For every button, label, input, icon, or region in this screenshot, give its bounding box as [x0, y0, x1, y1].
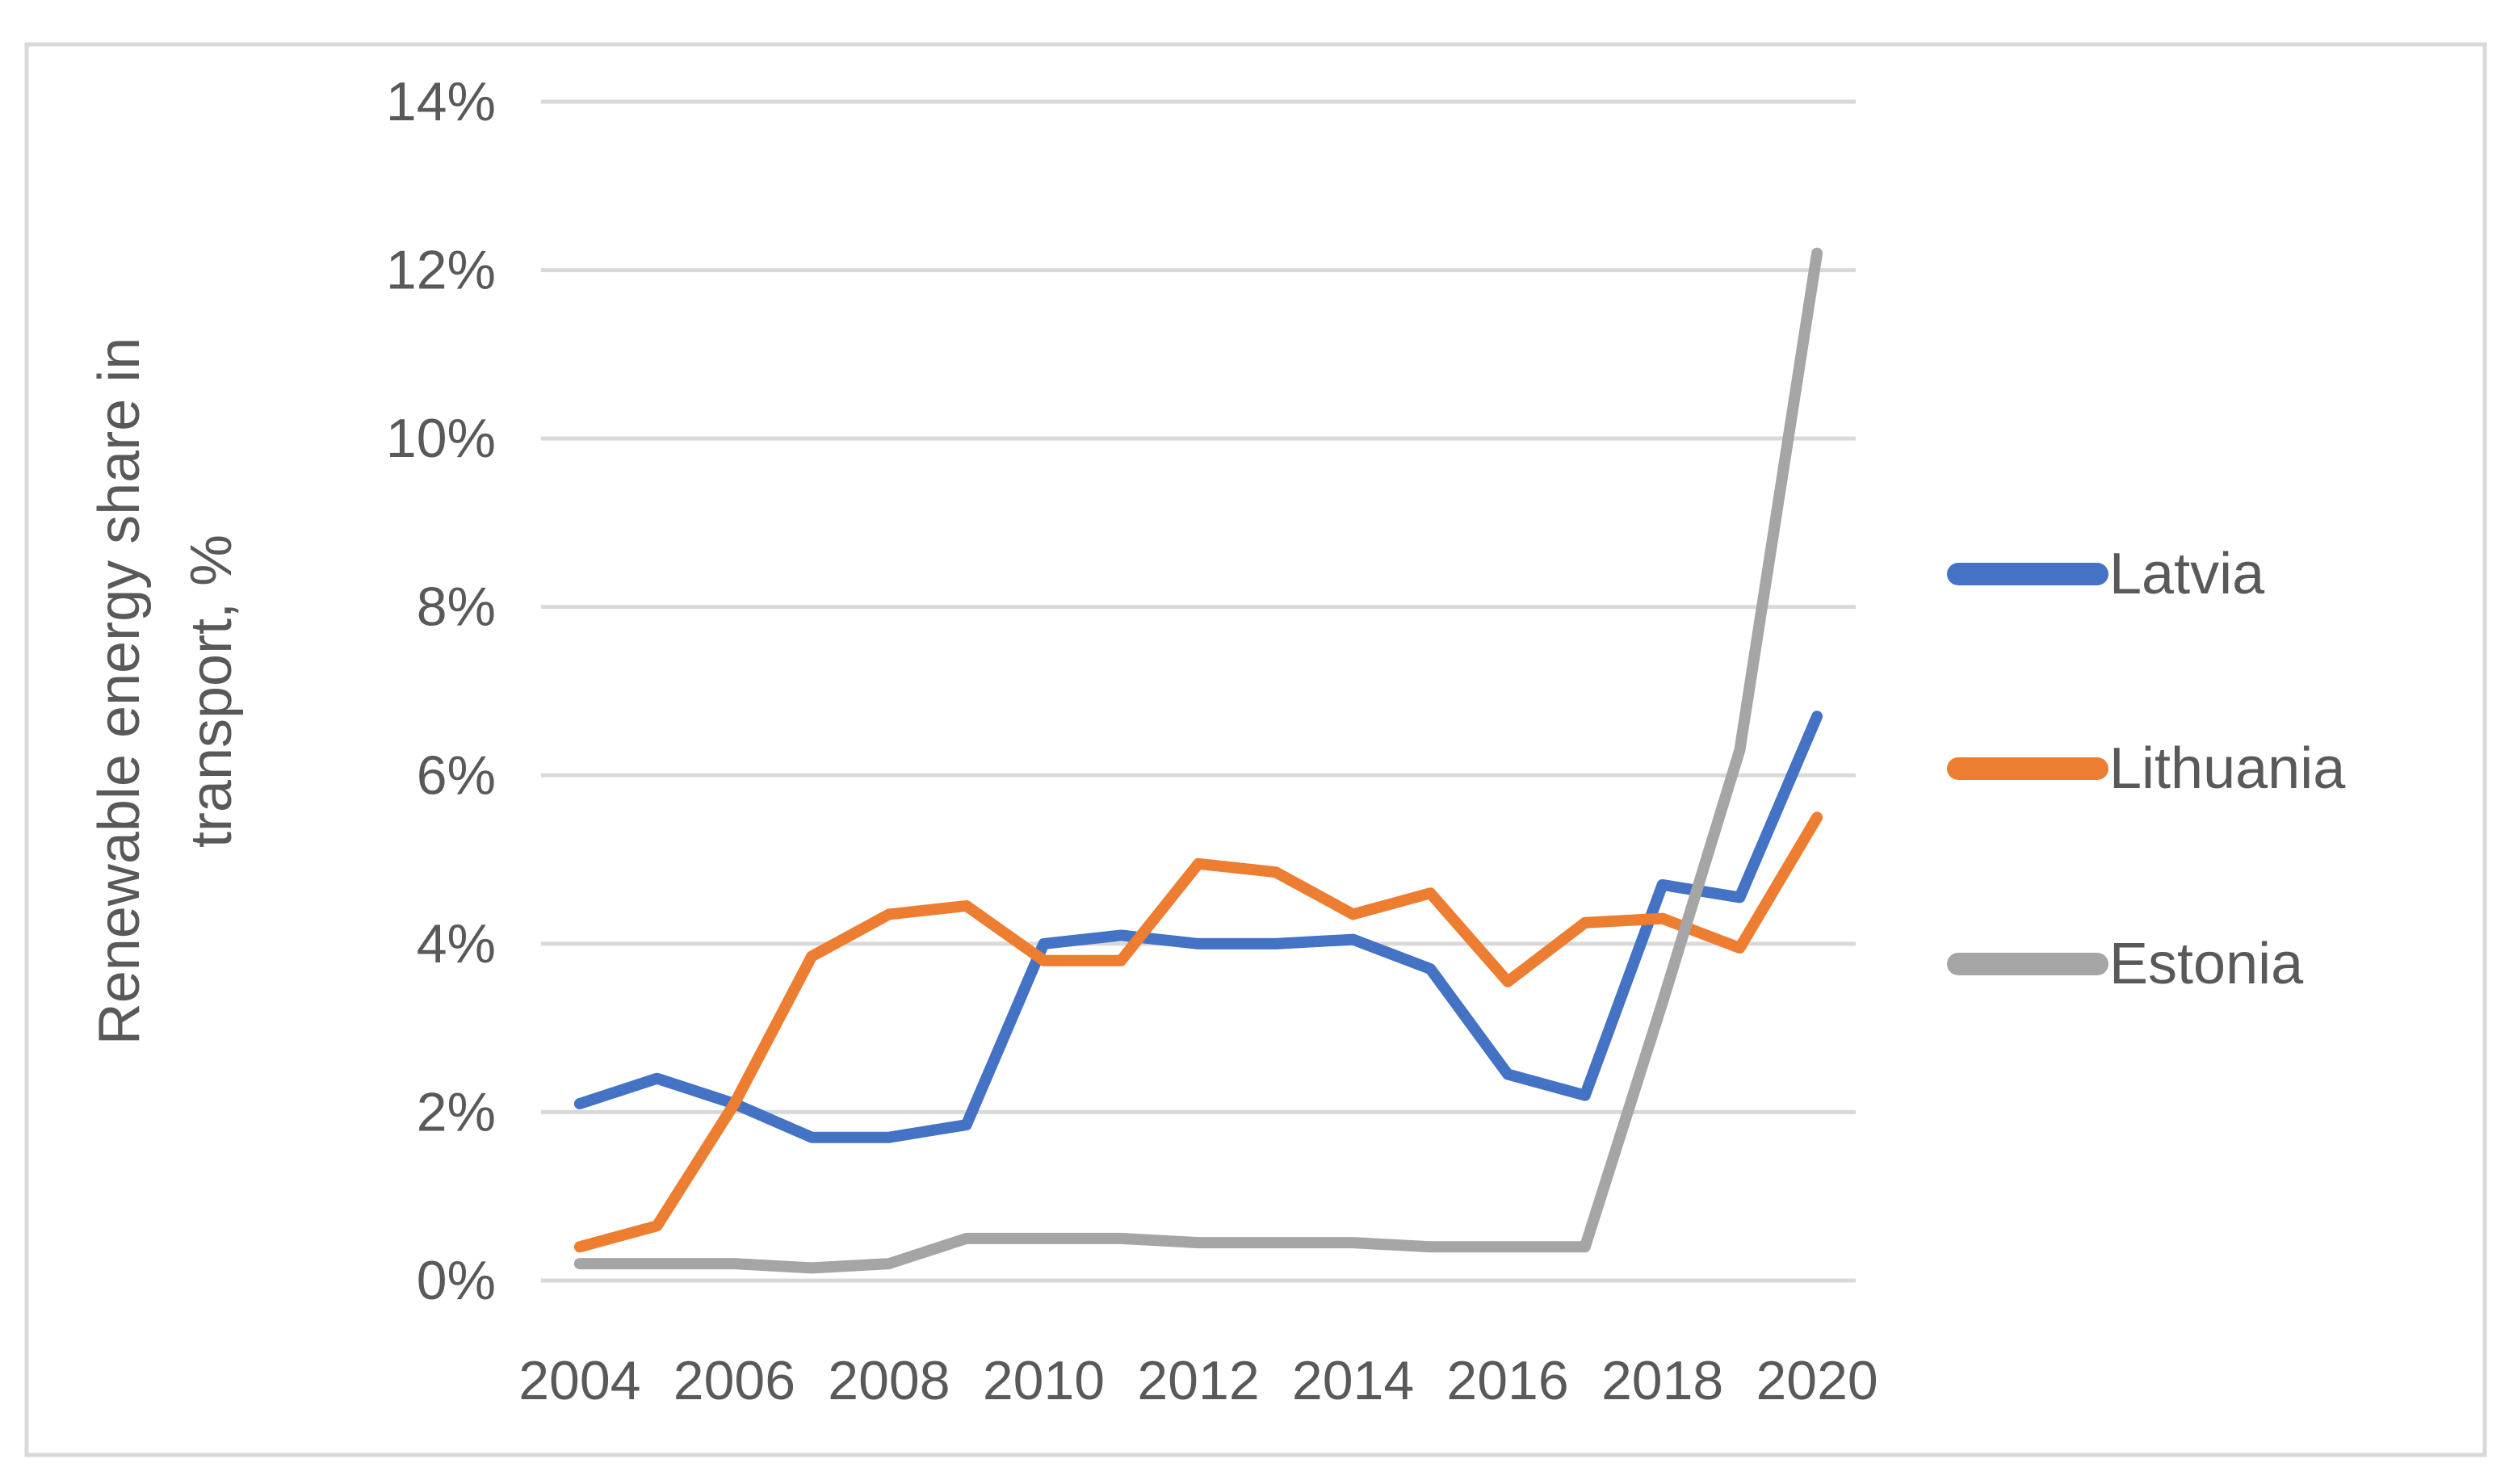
y-axis-tick-labels: 0% 2% 4% 6% 8% 10% 12% 14%	[386, 71, 496, 1311]
series-line-latvia	[573, 711, 1823, 1143]
y-tick-label-4%: 4%	[417, 913, 496, 975]
x-axis-tick-labels: 2004 2006 2008 2010 2012 2014 2016 2018 2020	[518, 1350, 1878, 1411]
y-tick-label-10%: 10%	[386, 408, 496, 469]
legend-label-estonia: Estonia	[2109, 932, 2304, 996]
legend-item-latvia: Latvia	[1947, 542, 2265, 606]
legend-label-latvia: Latvia	[2109, 542, 2265, 606]
x-tick-label-2018: 2018	[1601, 1350, 1723, 1411]
y-tick-label-0%: 0%	[417, 1250, 496, 1311]
x-tick-label-2020: 2020	[1756, 1350, 1878, 1411]
y-tick-label-12%: 12%	[386, 240, 496, 301]
chart-border	[24, 42, 2487, 1457]
x-tick-label-2010: 2010	[983, 1350, 1105, 1411]
y-tick-label-6%: 6%	[417, 744, 496, 806]
x-tick-label-2008: 2008	[828, 1350, 950, 1411]
legend: Latvia Lithuania Estonia	[1947, 542, 2346, 996]
y-tick-label-8%: 8%	[417, 576, 496, 638]
series-lines	[573, 247, 1823, 1274]
y-axis-title-line-1: Renewable energy share in	[87, 337, 152, 1046]
series-line-lithuania	[573, 811, 1823, 1253]
x-tick-label-2012: 2012	[1137, 1350, 1259, 1411]
x-tick-label-2016: 2016	[1446, 1350, 1568, 1411]
legend-label-lithuania: Lithuania	[2109, 736, 2346, 801]
y-tick-label-2%: 2%	[417, 1081, 496, 1142]
y-axis-title-line-2: transport, %	[179, 534, 244, 848]
series-line-estonia	[573, 247, 1823, 1274]
legend-item-lithuania: Lithuania	[1947, 736, 2346, 801]
y-tick-label-14%: 14%	[386, 71, 496, 132]
x-tick-label-2006: 2006	[673, 1350, 795, 1411]
legend-item-estonia: Estonia	[1947, 932, 2304, 996]
x-tick-label-2004: 2004	[518, 1350, 640, 1411]
x-tick-label-2014: 2014	[1292, 1350, 1414, 1411]
y-axis-title: Renewable energy share in transport, %	[87, 337, 244, 1046]
